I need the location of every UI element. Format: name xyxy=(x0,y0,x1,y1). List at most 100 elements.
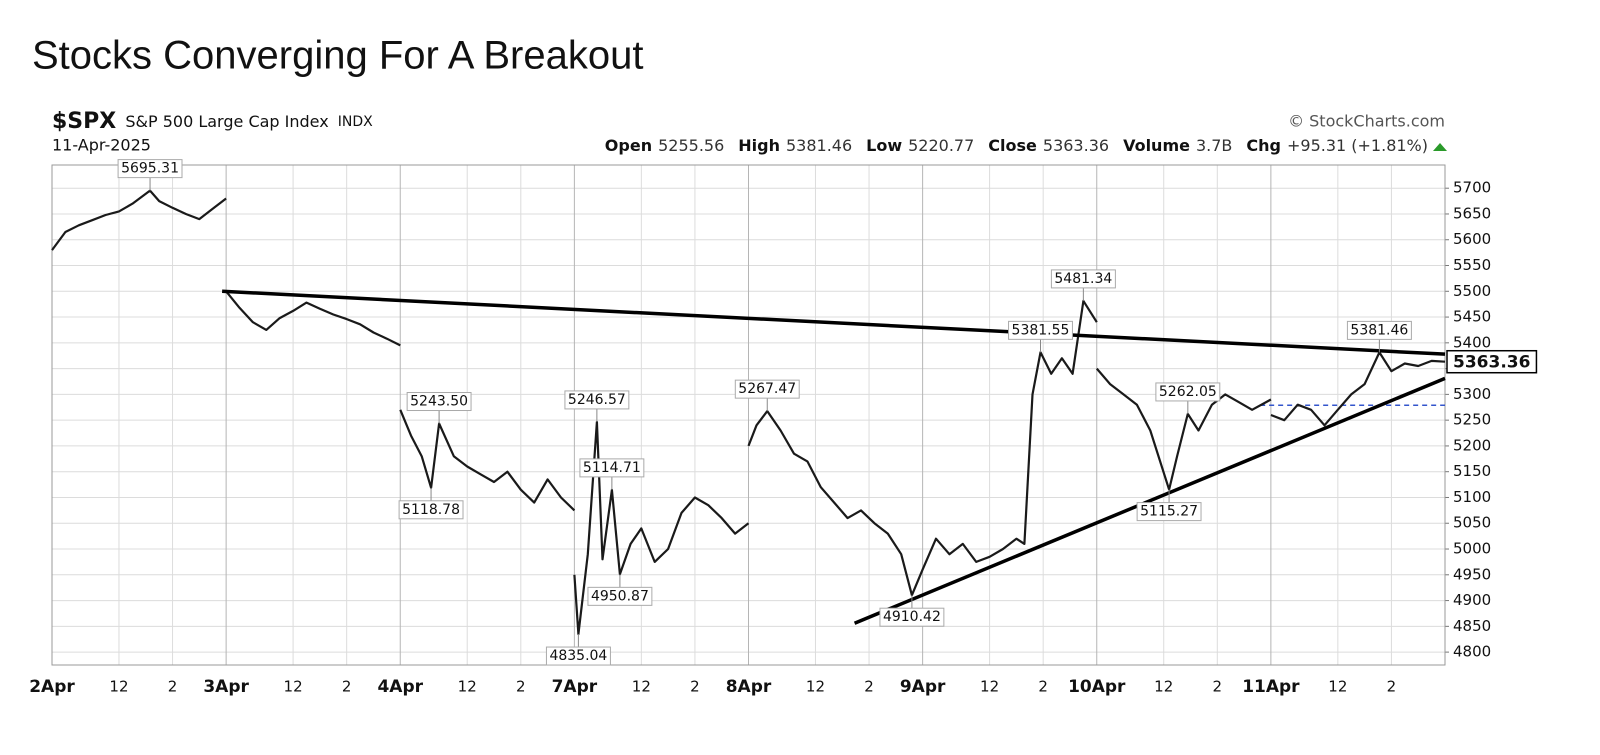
x-tick-label: 9Apr xyxy=(900,677,946,697)
y-tick-label: 4800 xyxy=(1453,643,1491,661)
header-symbol-line: $SPX S&P 500 Large Cap Index INDX xyxy=(52,109,373,134)
annotation-box xyxy=(1050,269,1116,289)
y-tick-label: 5150 xyxy=(1453,462,1491,480)
last-price-label: 5363.36 xyxy=(1453,353,1530,373)
x-tick-label: 2 xyxy=(864,678,874,696)
quote-label: Close xyxy=(988,136,1037,155)
x-tick-label: 8Apr xyxy=(726,677,772,697)
y-tick-label: 5450 xyxy=(1453,308,1491,326)
x-tick-label: 12 xyxy=(109,678,128,696)
annotation-label: 5695.31 xyxy=(121,161,179,177)
y-tick-label: 5500 xyxy=(1453,282,1491,300)
quote-value: 5255.56 xyxy=(658,136,724,155)
trendline xyxy=(222,289,1446,356)
y-tick-label: 4950 xyxy=(1453,565,1491,583)
annotation-box xyxy=(1155,382,1221,402)
x-tick-label: 2 xyxy=(1038,678,1048,696)
annotation-label: 5243.50 xyxy=(410,394,468,410)
annotation-box xyxy=(545,646,611,666)
x-tick-label: 12 xyxy=(1154,678,1173,696)
y-tick-label: 5050 xyxy=(1453,514,1491,532)
quote-value: 5363.36 xyxy=(1043,136,1109,155)
price-line xyxy=(51,189,1446,636)
x-tick-label: 12 xyxy=(458,678,477,696)
y-tick-label: 5200 xyxy=(1453,436,1491,454)
quote-value: +95.31 (+1.81%) xyxy=(1287,136,1428,155)
x-tick-label: 2 xyxy=(1213,678,1223,696)
annotation-label: 5481.34 xyxy=(1054,271,1112,287)
symbol: $SPX xyxy=(52,109,116,134)
annotation-label: 4910.42 xyxy=(883,609,941,625)
annotation-box xyxy=(587,586,653,606)
date: 11-Apr-2025 xyxy=(52,136,151,155)
x-tick-label: 10Apr xyxy=(1068,677,1126,697)
source: © StockCharts.com xyxy=(1288,112,1445,131)
x-tick-label: 12 xyxy=(980,678,999,696)
quote-label: Chg xyxy=(1246,136,1281,155)
annotation-label: 5381.55 xyxy=(1012,322,1070,338)
annotation-box xyxy=(1136,502,1202,522)
annotation-box xyxy=(1008,320,1073,340)
y-tick-label: 5700 xyxy=(1453,179,1491,197)
x-tick-label: 12 xyxy=(632,678,651,696)
x-tick-label: 3Apr xyxy=(203,677,249,697)
annotation-box xyxy=(564,390,630,410)
annotation-label: 4950.87 xyxy=(591,588,649,604)
quote-label: Low xyxy=(866,136,902,155)
y-tick-label: 5100 xyxy=(1453,488,1491,506)
y-tick-label: 5650 xyxy=(1453,204,1491,222)
last-price-box xyxy=(1446,349,1538,374)
quote-line: Open 5255.56 High 5381.46 Low 5220.77 Close 536… xyxy=(605,136,1428,155)
y-tick-label: 5250 xyxy=(1453,411,1491,429)
x-tick-label: 2 xyxy=(342,678,352,696)
y-tick-label: 5000 xyxy=(1453,540,1491,558)
x-tick-label: 12 xyxy=(284,678,303,696)
annotation-box xyxy=(117,159,183,179)
index-name: S&P 500 Large Cap Index xyxy=(125,112,328,131)
annotation-box xyxy=(734,379,800,399)
annotation-box xyxy=(406,392,472,412)
plot: 5695.31 5243.50 5118.78 5246.57 5114.71 4950.… xyxy=(51,159,1446,666)
x-tick-label: 4Apr xyxy=(377,677,423,697)
x-tick-label: 12 xyxy=(806,678,825,696)
trendline xyxy=(853,376,1446,625)
y-tick-label: 4900 xyxy=(1453,591,1491,609)
annotation-label: 5114.71 xyxy=(583,460,641,476)
annotation-box xyxy=(879,607,945,627)
quote-value: 3.7B xyxy=(1196,136,1232,155)
exchange: INDX xyxy=(338,114,373,130)
y-tick-label: 4850 xyxy=(1453,617,1491,635)
y-tick-label: 5550 xyxy=(1453,256,1491,274)
y-tick-label: 5300 xyxy=(1453,385,1491,403)
annotation-box xyxy=(1346,320,1412,340)
annotation-label: 4835.04 xyxy=(549,648,607,664)
x-tick-label: 2 xyxy=(690,678,700,696)
annotation-box xyxy=(398,500,464,520)
annotation-label: 5262.05 xyxy=(1159,384,1217,400)
plot-frame xyxy=(51,164,1446,666)
annotation-label: 5115.27 xyxy=(1140,504,1198,520)
x-tick-label: 2 xyxy=(1387,678,1397,696)
annotation-box xyxy=(579,458,645,478)
quote-label: Volume xyxy=(1123,136,1190,155)
x-tick-label: 2 xyxy=(168,678,178,696)
annotation-label: 5118.78 xyxy=(402,502,460,518)
x-tick-label: 7Apr xyxy=(552,677,598,697)
change-arrow xyxy=(1433,143,1447,151)
annotation-label: 5246.57 xyxy=(568,392,626,408)
y-tick-label: 5600 xyxy=(1453,230,1491,248)
chart-title: Stocks Converging For A Breakout xyxy=(32,34,643,78)
y-tick-label: 5400 xyxy=(1453,333,1491,351)
quote-value: 5381.46 xyxy=(786,136,852,155)
annotation-label: 5381.46 xyxy=(1350,322,1408,338)
quote-label: Open xyxy=(605,136,652,155)
x-tick-label: 2Apr xyxy=(29,677,75,697)
x-tick-label: 12 xyxy=(1328,678,1347,696)
annotation-label: 5267.47 xyxy=(738,381,796,397)
quote-label: High xyxy=(738,136,780,155)
quote-value: 5220.77 xyxy=(908,136,974,155)
x-tick-label: 11Apr xyxy=(1242,677,1300,697)
x-tick-label: 2 xyxy=(516,678,526,696)
